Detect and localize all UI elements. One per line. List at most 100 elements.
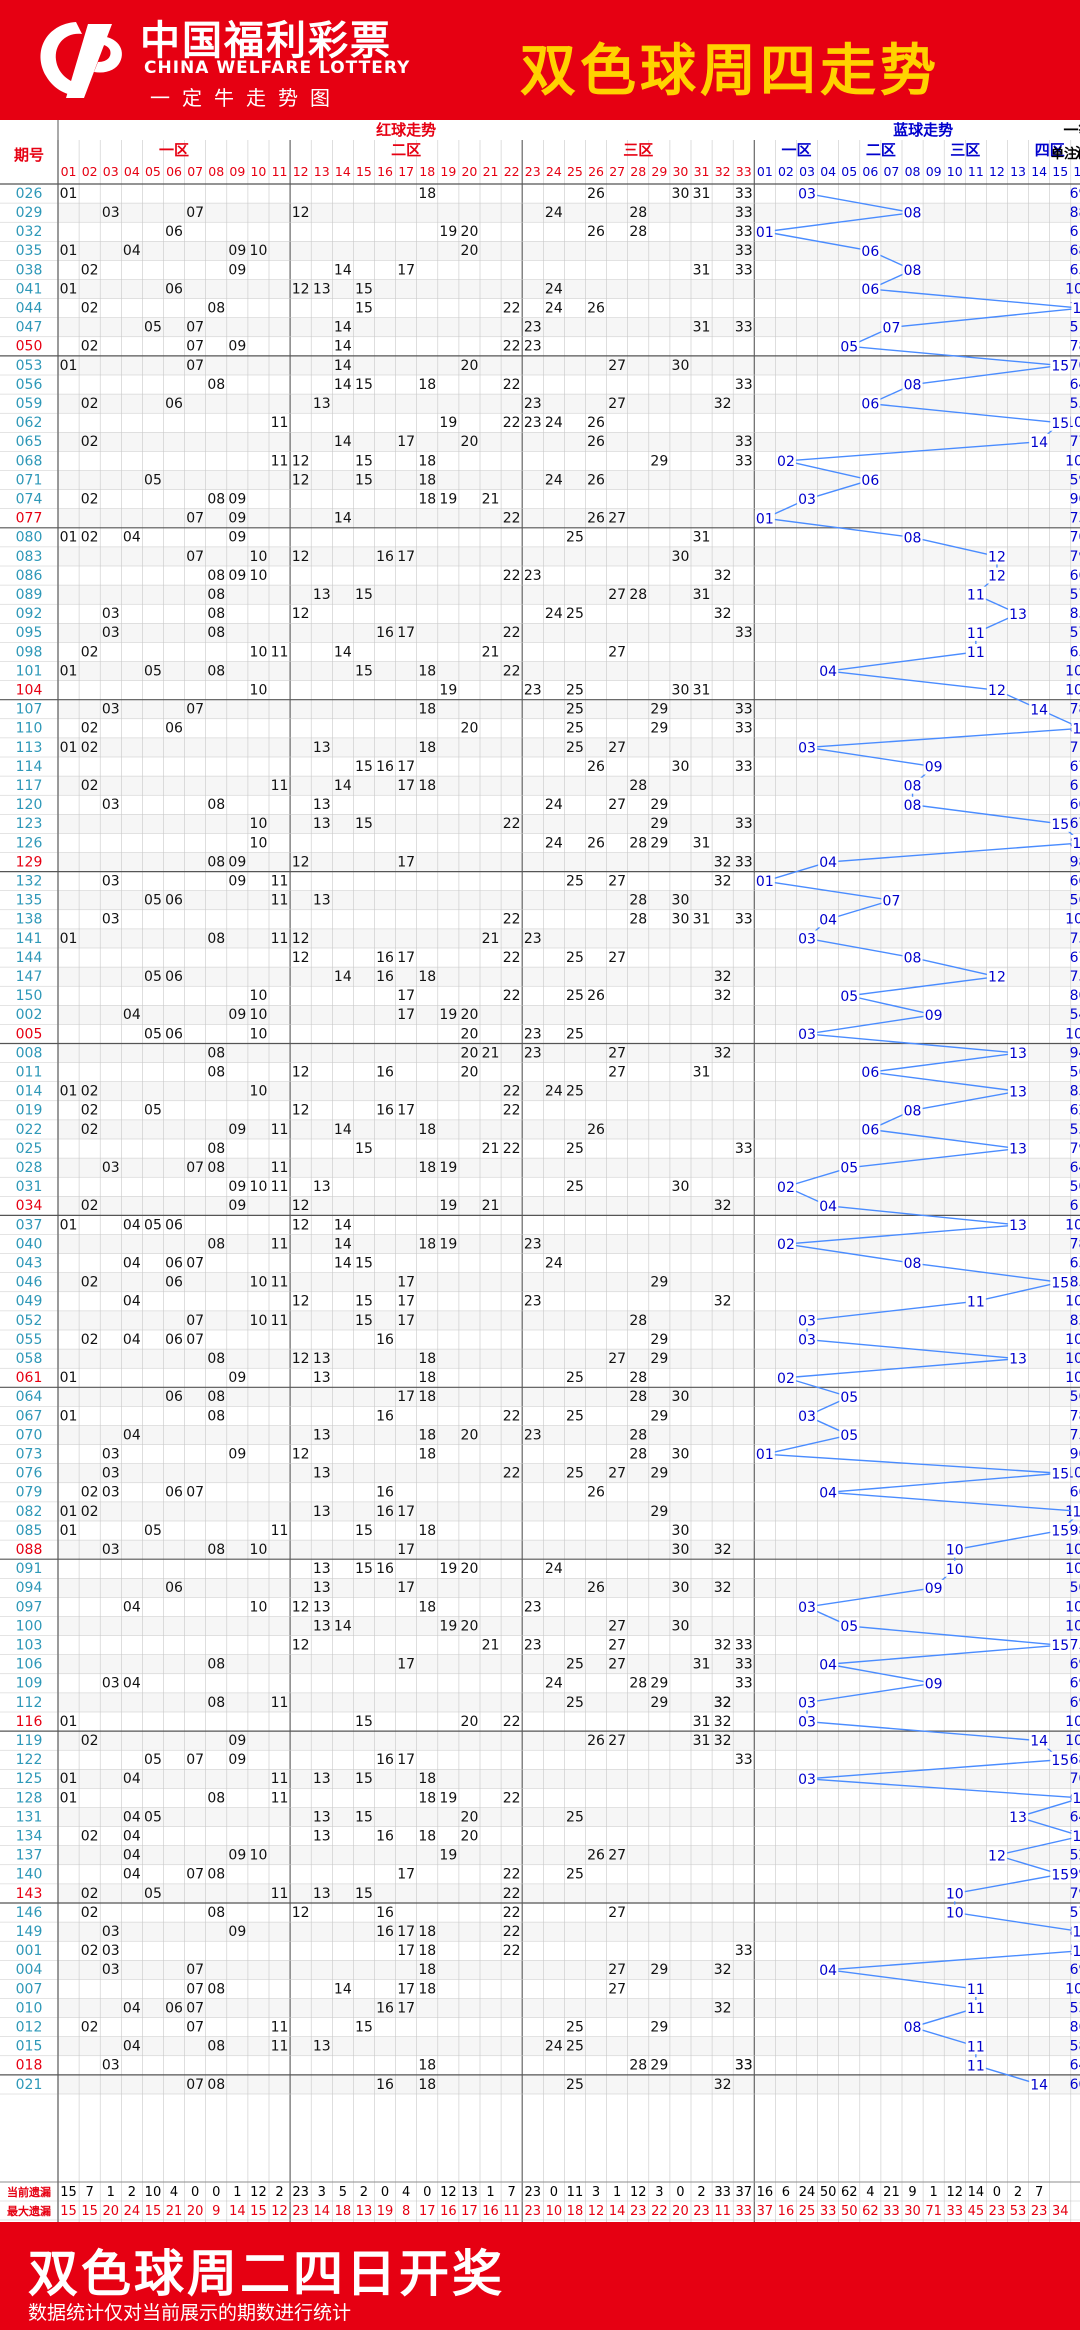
blue-ball-bg <box>818 1656 839 1673</box>
red-ball-mark: 18 <box>418 186 436 202</box>
red-ball-mark: 20 <box>461 1618 479 1634</box>
red-ball-mark: 12 <box>292 453 310 469</box>
red-ball-mark: 05 <box>144 663 162 679</box>
red-ball-mark: 02 <box>81 1275 99 1291</box>
blue-ball-mark: 03 <box>798 1409 816 1425</box>
red-ball-mark: 01 <box>60 358 78 374</box>
issue-number: 122 <box>16 1752 43 1768</box>
blue-number-header: 06 <box>862 164 878 179</box>
red-ball-mark: 33 <box>735 243 753 259</box>
prize-amount: 661 <box>1070 1485 1080 1501</box>
red-ball-mark: 10 <box>250 1026 268 1042</box>
red-ball-mark: 02 <box>81 1943 99 1959</box>
red-ball-mark: 32 <box>714 1695 732 1711</box>
red-ball-mark: 02 <box>81 1504 99 1520</box>
blue-ball-bg <box>839 1388 860 1405</box>
issue-number: 071 <box>16 472 43 488</box>
red-ball-mark: 18 <box>418 1351 436 1367</box>
stats-value: 9 <box>908 2185 916 2200</box>
red-ball-mark: 27 <box>608 1618 626 1634</box>
blue-ball-bg <box>839 1427 860 1444</box>
issue-number: 064 <box>16 1389 43 1405</box>
red-ball-mark: 17 <box>397 778 415 794</box>
blue-ball-mark: 06 <box>861 244 879 260</box>
blue-ball-bg <box>965 1980 986 1997</box>
red-ball-mark: 04 <box>123 1217 141 1233</box>
blue-ball-bg <box>775 1178 796 1195</box>
red-ball-mark: 13 <box>313 1771 331 1787</box>
prize-amount: 908 <box>1070 492 1080 508</box>
red-ball-mark: 20 <box>461 1809 479 1825</box>
red-ball-mark: 23 <box>524 1026 542 1042</box>
stats-value: 17 <box>461 2204 478 2219</box>
red-ball-mark: 05 <box>144 320 162 336</box>
red-ball-mark: 07 <box>186 358 204 374</box>
red-ball-mark: 25 <box>566 1084 584 1100</box>
red-ball-mark: 07 <box>186 2000 204 2016</box>
red-ball-mark: 13 <box>313 1580 331 1596</box>
red-ball-mark: 07 <box>186 2077 204 2093</box>
blue-number-header: 10 <box>947 164 963 179</box>
red-ball-mark: 15 <box>355 472 373 488</box>
blue-ball-bg <box>839 338 860 355</box>
red-ball-mark: 17 <box>397 1752 415 1768</box>
red-ball-mark: 15 <box>355 1141 373 1157</box>
red-ball-mark: 15 <box>355 281 373 297</box>
red-ball-mark: 08 <box>207 1160 225 1176</box>
red-ball-mark: 25 <box>566 740 584 756</box>
red-ball-mark: 12 <box>292 854 310 870</box>
red-ball-mark: 27 <box>608 644 626 660</box>
blue-ball-mark: 16 <box>1072 1504 1080 1520</box>
red-ball-mark: 21 <box>482 644 500 660</box>
red-ball-mark: 17 <box>397 1580 415 1596</box>
blue-ball-mark: 08 <box>904 1103 922 1119</box>
blue-ball-bg <box>1071 1942 1080 1959</box>
red-ball-mark: 26 <box>587 472 605 488</box>
blue-ball-mark: 15 <box>1051 1753 1069 1769</box>
red-ball-mark: 33 <box>735 854 753 870</box>
red-trend-header: 红球走势 <box>376 121 436 139</box>
row-shade <box>58 1845 1080 1865</box>
red-ball-mark: 12 <box>292 1447 310 1463</box>
red-ball-mark: 13 <box>313 281 331 297</box>
red-ball-mark: 24 <box>545 415 563 431</box>
red-ball-mark: 26 <box>587 1485 605 1501</box>
red-ball-mark: 16 <box>376 1905 394 1921</box>
red-ball-mark: 06 <box>165 224 183 240</box>
red-ball-mark: 18 <box>418 1160 436 1176</box>
red-ball-mark: 32 <box>714 1714 732 1730</box>
issue-number: 128 <box>16 1790 43 1806</box>
blue-number-header: 07 <box>883 164 899 179</box>
red-ball-mark: 33 <box>735 721 753 737</box>
red-ball-mark: 25 <box>566 1809 584 1825</box>
stats-value: 12 <box>440 2185 457 2200</box>
row-shade <box>58 1272 1080 1292</box>
red-ball-mark: 02 <box>81 396 99 412</box>
blue-ball-bg <box>818 663 839 680</box>
blue-ball-bg <box>1071 720 1080 737</box>
blue-ball-bg <box>986 1847 1007 1864</box>
prize-amount: 678 <box>1070 950 1080 966</box>
issue-number: 147 <box>16 969 43 985</box>
red-ball-mark: 09 <box>228 568 246 584</box>
blue-number-header: 01 <box>757 164 773 179</box>
blue-ball-bg <box>797 930 818 947</box>
red-ball-mark: 11 <box>271 644 289 660</box>
prize-amount: 694 <box>1070 1695 1080 1711</box>
blue-ball-bg <box>839 1618 860 1635</box>
red-ball-mark: 01 <box>60 663 78 679</box>
red-ball-mark: 16 <box>376 549 394 565</box>
stats-value: 15 <box>60 2204 77 2219</box>
red-ball-mark: 14 <box>334 320 352 336</box>
red-number-header: 16 <box>377 164 393 179</box>
red-ball-mark: 32 <box>714 606 732 622</box>
red-ball-mark: 24 <box>545 797 563 813</box>
red-ball-mark: 07 <box>186 1313 204 1329</box>
red-ball-mark: 22 <box>503 1867 521 1883</box>
red-ball-mark: 23 <box>524 931 542 947</box>
blue-ball-bg <box>1029 701 1050 718</box>
stats-value: 7 <box>1035 2185 1043 2200</box>
stats-value: 62 <box>862 2204 879 2219</box>
red-ball-mark: 08 <box>207 625 225 641</box>
issue-number: 089 <box>16 587 43 603</box>
